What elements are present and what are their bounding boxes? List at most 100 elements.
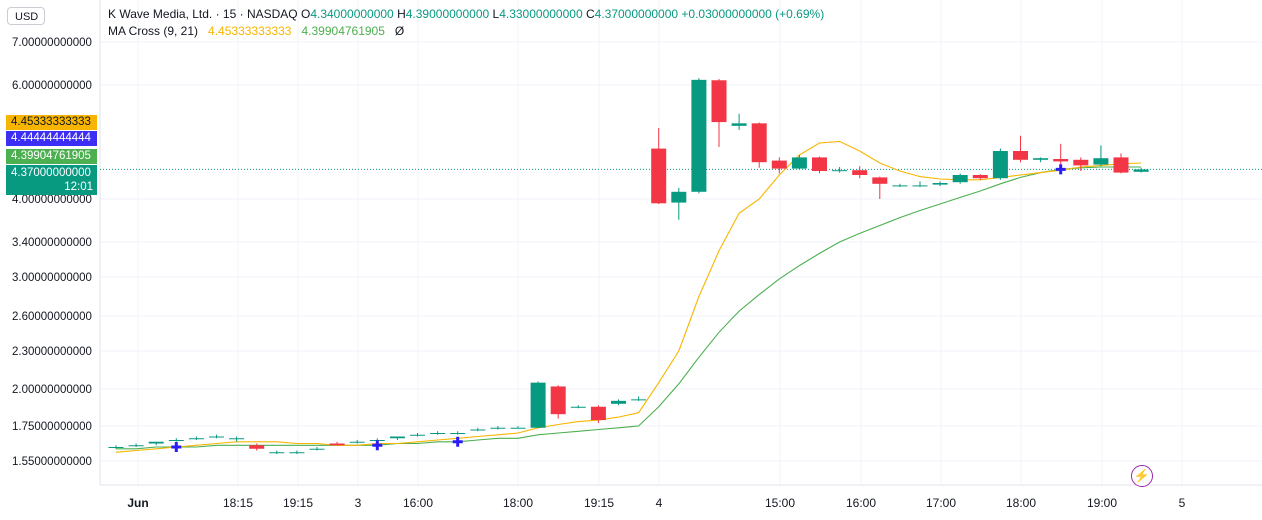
candle-body <box>590 406 606 421</box>
time-tick-label: 19:15 <box>283 496 313 510</box>
cross-marker <box>372 440 383 451</box>
candle-body <box>631 399 647 401</box>
candle-body <box>852 170 868 175</box>
candle-body <box>952 175 968 183</box>
price-tick-label: 1.55000000000 <box>12 456 92 468</box>
open-value: 4.34000000000 <box>310 7 394 21</box>
candle-body <box>1013 151 1028 160</box>
indicator-name[interactable]: MA Cross (9, 21) <box>108 24 199 38</box>
candle-body <box>430 433 446 434</box>
time-tick-label: 17:00 <box>926 496 956 510</box>
time-tick-label: 5 <box>1179 496 1186 510</box>
candle-body <box>108 447 124 448</box>
candle-body <box>550 386 566 415</box>
candle-body <box>329 443 345 446</box>
time-tick-label: 3 <box>355 496 362 510</box>
slow-ma-price-tag: 4.39904761905 <box>6 149 97 164</box>
candle-body <box>892 185 908 187</box>
candle-body <box>611 400 626 404</box>
candle-body <box>128 445 144 447</box>
crosshair-price-tag: 4.44444444444 <box>6 131 97 146</box>
symbol-title[interactable]: K Wave Media, Ltd. · 15 · NASDAQ <box>108 7 298 21</box>
low-label: L <box>492 7 500 21</box>
time-tick-label: 19:15 <box>584 496 614 510</box>
cross-marker <box>452 436 463 447</box>
candle-body <box>1133 169 1149 172</box>
price-tick-label: 1.75000000000 <box>12 421 92 433</box>
cross-marker <box>171 442 182 452</box>
price-tick-label: 6.00000000000 <box>12 80 92 92</box>
candle-body <box>1093 158 1109 165</box>
candle-body <box>1053 159 1069 162</box>
fast-ma-price-tag: 4.45333333333 <box>6 115 97 130</box>
candle-body <box>289 452 305 454</box>
candle-body <box>771 160 787 169</box>
close-value: 4.37000000000 <box>594 7 679 21</box>
fast-ma-line <box>115 140 1142 453</box>
candles <box>108 78 1149 454</box>
lightning-icon[interactable]: ⚡ <box>1131 465 1153 487</box>
candle-body <box>832 170 848 172</box>
candle-body <box>812 157 827 171</box>
low-value: 4.33000000000 <box>499 7 583 21</box>
time-tick-label: 18:00 <box>503 496 533 510</box>
candle-body <box>691 79 707 192</box>
slow-ma-line <box>116 166 1142 450</box>
candle-body <box>570 406 586 408</box>
candle-body <box>751 123 767 163</box>
grid-lines <box>99 0 1262 486</box>
time-tick-label: 18:00 <box>1006 496 1036 510</box>
high-value: 4.39000000000 <box>405 7 490 21</box>
price-tick-label: 2.30000000000 <box>12 346 92 358</box>
moving-average-lines <box>115 140 1142 453</box>
candle-body <box>470 429 486 431</box>
open-label: O <box>300 7 311 21</box>
candle-body <box>932 183 948 185</box>
price-tick-label: 2.60000000000 <box>12 311 92 323</box>
candle-body <box>791 157 807 169</box>
fast-ma-value: 4.45333333333 <box>208 24 292 38</box>
candle-body <box>530 382 546 428</box>
price-tick-label: 3.40000000000 <box>12 237 92 249</box>
candle-body <box>209 436 224 438</box>
price-tick-label: 3.00000000000 <box>12 272 92 284</box>
time-tick-label: Jun <box>127 496 148 510</box>
price-axis[interactable]: 7.00000000000 6.00000000000 4.00000000000 3… <box>12 37 92 468</box>
candle-body <box>410 434 425 436</box>
candle-body <box>1113 157 1129 173</box>
candle-body <box>510 427 526 429</box>
countdown-timer: 12:01 <box>64 181 93 193</box>
candle-body <box>912 185 928 187</box>
candle-body <box>309 448 325 450</box>
symbol-legend: K Wave Media, Ltd. · 15 · NASDAQ O4.3400… <box>108 6 824 23</box>
high-label: H <box>397 7 406 21</box>
candle-body <box>992 151 1008 179</box>
candle-body <box>229 438 245 440</box>
candle-body <box>972 175 988 179</box>
candle-body <box>349 441 365 443</box>
price-tick-label: 4.00000000000 <box>12 194 92 206</box>
indicator-legend[interactable]: MA Cross (9, 21) 4.45333333333 4.3990476… <box>108 23 404 40</box>
time-tick-label: 18:15 <box>223 496 253 510</box>
time-tick-label: 15:00 <box>765 496 795 510</box>
currency-button[interactable]: USD <box>7 7 45 25</box>
candle-body <box>1033 158 1049 160</box>
time-axis[interactable]: Jun 18:15 19:15 3 16:00 18:00 19:15 4 15:00 16:00… <box>127 496 1185 510</box>
cross-markers <box>171 164 1066 452</box>
candle-body <box>148 441 164 444</box>
candle-body <box>711 80 727 123</box>
last-price-tag: 4.37000000000 12:01 <box>6 165 97 195</box>
price-tick-label: 7.00000000000 <box>12 37 92 49</box>
time-tick-label: 16:00 <box>403 496 433 510</box>
visibility-icon[interactable]: Ø <box>394 24 405 38</box>
candle-body <box>872 177 888 184</box>
candle-body <box>1073 159 1089 166</box>
candle-body <box>249 445 265 449</box>
time-tick-label: 16:00 <box>846 496 876 510</box>
last-price-value: 4.37000000000 <box>11 167 91 179</box>
close-label: C <box>585 7 595 21</box>
cross-marker <box>1055 164 1066 175</box>
price-tick-label: 2.00000000000 <box>12 384 92 396</box>
candle-body <box>450 433 466 434</box>
